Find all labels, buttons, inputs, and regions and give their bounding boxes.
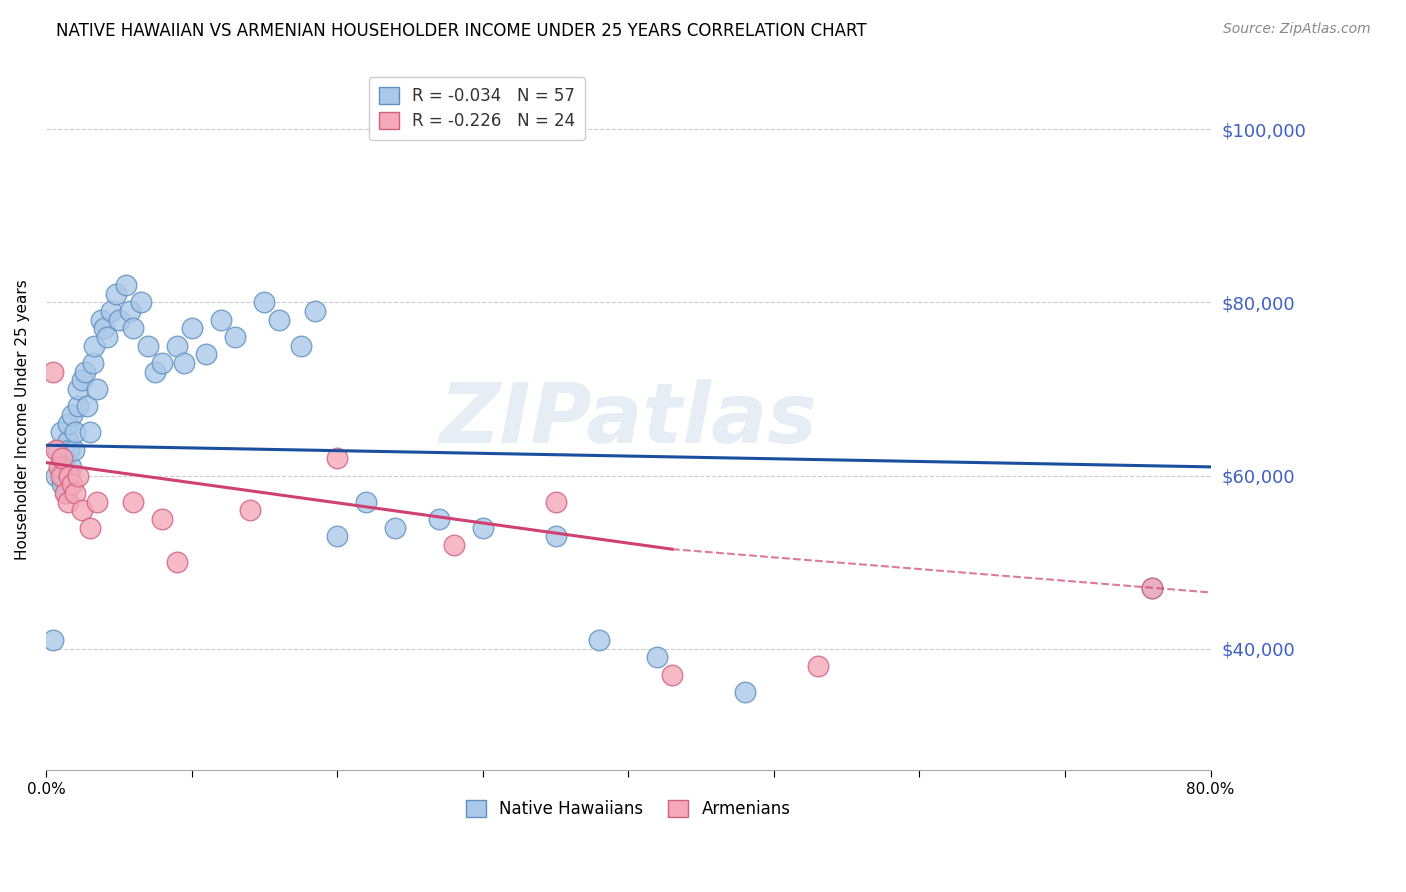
Point: [79, 425, 101, 440]
Y-axis label: Householder Income Under 25 years: Householder Income Under 25 years: [15, 279, 30, 559]
Point: [96, 330, 118, 344]
Point: [253, 295, 276, 310]
Point: [56, 417, 79, 431]
Point: [122, 321, 145, 335]
Point: [72, 373, 94, 387]
Point: [115, 278, 138, 293]
Point: [60, 408, 83, 422]
Legend: Native Hawaiians, Armenians: Native Hawaiians, Armenians: [460, 793, 797, 825]
Point: [46, 442, 69, 457]
Point: [354, 494, 377, 508]
Point: [72, 503, 94, 517]
Point: [290, 338, 312, 352]
Point: [239, 503, 262, 517]
Point: [42, 365, 65, 379]
Point: [83, 338, 105, 352]
Point: [173, 356, 195, 370]
Point: [63, 425, 86, 440]
Point: [66, 399, 89, 413]
Point: [53, 451, 76, 466]
Point: [56, 494, 79, 508]
Point: [66, 468, 89, 483]
Point: [326, 451, 349, 466]
Point: [120, 304, 142, 318]
Point: [49, 425, 72, 440]
Point: [51, 477, 73, 491]
Point: [544, 494, 567, 508]
Point: [180, 321, 202, 335]
Point: [267, 312, 290, 326]
Point: [588, 633, 610, 648]
Point: [90, 312, 112, 326]
Point: [48, 459, 70, 474]
Point: [427, 512, 450, 526]
Point: [51, 451, 73, 466]
Point: [304, 304, 326, 318]
Point: [647, 650, 669, 665]
Point: [56, 434, 79, 448]
Point: [136, 338, 159, 352]
Point: [806, 659, 828, 673]
Point: [1142, 581, 1164, 595]
Point: [55, 486, 77, 500]
Point: [86, 382, 108, 396]
Point: [75, 365, 97, 379]
Point: [63, 486, 86, 500]
Point: [45, 442, 67, 457]
Point: [166, 555, 188, 569]
Point: [93, 321, 115, 335]
Text: ZIPatlas: ZIPatlas: [440, 379, 817, 459]
Point: [100, 304, 122, 318]
Point: [49, 468, 72, 483]
Point: [76, 399, 98, 413]
Point: [59, 459, 82, 474]
Point: [58, 468, 80, 483]
Point: [224, 330, 246, 344]
Point: [1142, 581, 1164, 595]
Point: [58, 442, 80, 457]
Point: [734, 685, 756, 699]
Text: NATIVE HAWAIIAN VS ARMENIAN HOUSEHOLDER INCOME UNDER 25 YEARS CORRELATION CHART: NATIVE HAWAIIAN VS ARMENIAN HOUSEHOLDER …: [56, 22, 868, 40]
Point: [86, 494, 108, 508]
Point: [45, 468, 67, 483]
Point: [107, 312, 129, 326]
Point: [443, 538, 465, 552]
Point: [166, 338, 188, 352]
Point: [661, 667, 683, 681]
Point: [209, 312, 232, 326]
Point: [66, 382, 89, 396]
Point: [62, 442, 84, 457]
Text: Source: ZipAtlas.com: Source: ZipAtlas.com: [1223, 22, 1371, 37]
Point: [122, 494, 145, 508]
Point: [52, 468, 75, 483]
Point: [42, 633, 65, 648]
Point: [471, 520, 494, 534]
Point: [143, 365, 166, 379]
Point: [152, 356, 174, 370]
Point: [129, 295, 152, 310]
Point: [82, 356, 104, 370]
Point: [326, 529, 349, 543]
Point: [53, 486, 76, 500]
Point: [152, 512, 174, 526]
Point: [384, 520, 406, 534]
Point: [195, 347, 218, 361]
Point: [104, 286, 127, 301]
Point: [79, 520, 101, 534]
Point: [60, 477, 83, 491]
Point: [544, 529, 567, 543]
